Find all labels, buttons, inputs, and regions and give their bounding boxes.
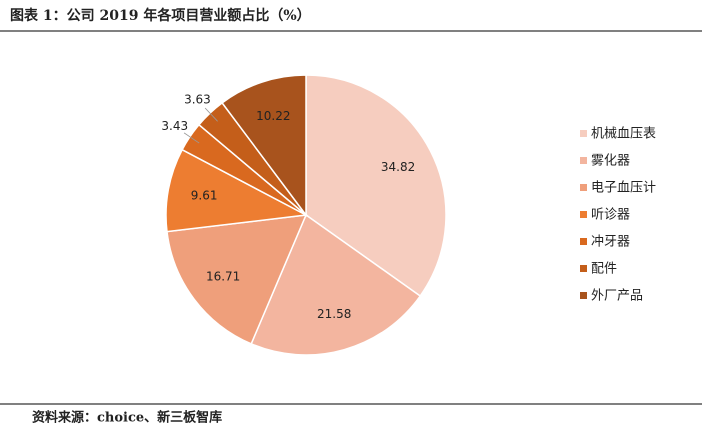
legend-label: 冲牙器 bbox=[591, 235, 630, 250]
legend-label: 配件 bbox=[591, 262, 617, 277]
pie-slice bbox=[165, 148, 309, 233]
pie-slice bbox=[166, 214, 308, 345]
pie-slice bbox=[250, 213, 422, 356]
data-label: 3.63 bbox=[184, 92, 211, 106]
legend-label: 外厂产品 bbox=[591, 289, 643, 304]
data-label: 10.22 bbox=[256, 109, 290, 123]
legend-label: 电子血压计 bbox=[591, 181, 656, 196]
data-label: 21.58 bbox=[317, 307, 351, 321]
chart-title: 图表 1：公司 2019 年各项目营业额占比（%） bbox=[10, 7, 311, 24]
legend-swatch bbox=[580, 292, 587, 299]
legend-swatch bbox=[580, 211, 587, 218]
pie-slice bbox=[305, 74, 447, 298]
data-label: 34.82 bbox=[381, 160, 415, 174]
legend-swatch bbox=[580, 184, 587, 191]
source-note: 资料来源：choice、新三板智库 bbox=[32, 410, 222, 426]
legend-swatch bbox=[580, 238, 587, 245]
legend-swatch bbox=[580, 265, 587, 272]
data-label: 9.61 bbox=[191, 189, 218, 203]
pie-slice bbox=[221, 74, 307, 218]
leader-line bbox=[183, 132, 200, 144]
legend-label: 听诊器 bbox=[591, 208, 630, 223]
leader-line bbox=[204, 107, 218, 122]
legend-swatch bbox=[580, 130, 587, 137]
data-label: 3.43 bbox=[161, 119, 188, 133]
data-label: 16.71 bbox=[206, 270, 240, 284]
legend-label: 机械血压表 bbox=[591, 127, 656, 142]
legend-label: 雾化器 bbox=[591, 154, 630, 169]
legend-swatch bbox=[580, 157, 587, 164]
